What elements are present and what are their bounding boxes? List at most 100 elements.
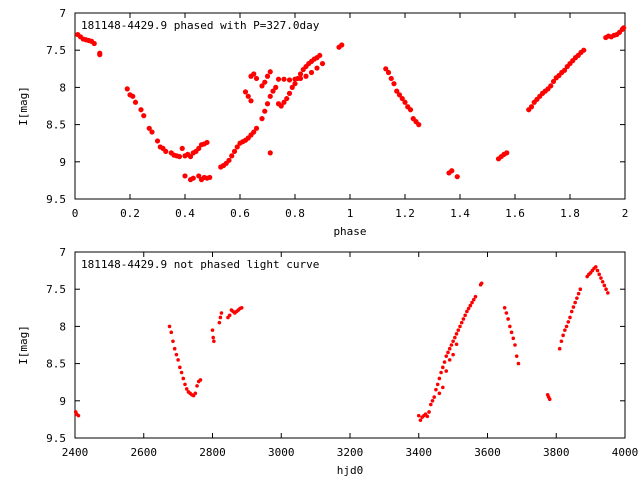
data-point (198, 378, 203, 382)
data-point (270, 88, 276, 94)
data-point (253, 125, 260, 131)
data-point (286, 77, 293, 83)
data-point (281, 76, 287, 82)
data-point (427, 410, 431, 414)
axes: 2400 2600 2800 3000 3200 3400 3600 3800 4000 7 7.5… (46, 246, 638, 459)
x-tick-label: 3800 (543, 446, 570, 459)
data-point (444, 369, 449, 373)
x-tick-label: 3200 (337, 446, 364, 459)
chart-title: 181148-4429.9 not phased light curve (81, 258, 319, 271)
data-point (548, 83, 554, 89)
data-point (146, 125, 152, 131)
data-point (576, 291, 581, 296)
unphased-light-curve-panel: 181148-4429.9 not phased light curve hjd… (17, 246, 638, 477)
data-point (195, 384, 199, 388)
data-point (449, 343, 454, 347)
data-point (226, 157, 232, 163)
data-point (479, 281, 484, 286)
chart-title: 181148-4429.9 phased with P=327.0day (81, 19, 320, 32)
data-point (292, 81, 298, 87)
data-point (566, 320, 571, 324)
data-point (212, 339, 216, 344)
data-point (297, 71, 304, 77)
data-point (267, 69, 273, 75)
data-point (396, 92, 403, 98)
data-point (278, 103, 284, 109)
data-point (394, 88, 400, 94)
phased-light-curve-panel: 181148-4429.9 phased with P=327.0day pha… (17, 7, 628, 238)
data-point (504, 150, 510, 156)
data-point (239, 306, 244, 310)
data-point (193, 391, 198, 396)
data-point (418, 418, 423, 422)
y-tick-label: 8.5 (46, 119, 66, 132)
data-point (550, 78, 557, 85)
data-point (314, 65, 320, 71)
data-point (454, 342, 459, 347)
data-point (430, 399, 435, 403)
axes: 0 0.2 0.4 0.6 0.8 1 1.2 1.4 1.6 1.8 2 7 7.5 8 8.5 9 9.5 (46, 7, 628, 220)
x-tick-label: 4000 (612, 446, 639, 459)
data-point (547, 397, 552, 402)
data-point (297, 75, 304, 82)
data-point (251, 71, 257, 77)
data-point (447, 346, 452, 351)
data-point (262, 79, 268, 85)
y-tick-label: 8 (59, 81, 66, 94)
data-point (508, 324, 512, 329)
x-tick-label: 2800 (199, 446, 226, 459)
data-point (171, 339, 175, 344)
data-point (451, 339, 455, 344)
data-point (176, 153, 183, 160)
data-point (602, 283, 607, 288)
data-point (425, 414, 430, 419)
data-point (416, 122, 422, 128)
data-point (557, 346, 562, 351)
data-point (442, 360, 447, 364)
data-point (458, 324, 462, 329)
y-tick-label: 7 (59, 246, 66, 259)
x-tick-label: 1.8 (560, 207, 580, 220)
data-point (267, 93, 273, 99)
data-point (207, 174, 213, 181)
data-point (141, 113, 147, 119)
data-point (262, 108, 268, 114)
x-tick-label: 2 (622, 207, 629, 220)
data-point (459, 320, 464, 325)
data-point (471, 297, 476, 302)
data-point (437, 391, 442, 396)
data-point (466, 306, 471, 311)
data-point (259, 116, 265, 122)
data-point (251, 129, 257, 135)
data-point (196, 145, 202, 152)
data-points (75, 25, 627, 183)
data-point (454, 332, 459, 336)
data-point (447, 358, 452, 362)
data-point (473, 294, 478, 299)
data-point (575, 296, 579, 300)
x-tick-label: 1.2 (395, 207, 415, 220)
data-point (506, 317, 510, 321)
data-point (463, 313, 467, 318)
data-point (604, 287, 608, 292)
data-point (600, 279, 605, 284)
data-point (204, 139, 210, 146)
data-point (218, 315, 223, 320)
data-point (416, 413, 421, 418)
data-point (621, 25, 627, 31)
y-axis-label: I[mag] (17, 325, 30, 365)
data-point (468, 303, 473, 308)
y-tick-label: 9.5 (46, 193, 66, 206)
data-point (569, 309, 574, 314)
data-point (182, 173, 188, 179)
data-point (264, 73, 271, 79)
x-tick-label: 2400 (62, 446, 89, 459)
data-point (465, 309, 469, 314)
data-point (132, 99, 139, 105)
data-point (178, 365, 182, 370)
data-point (267, 150, 273, 156)
y-tick-label: 9 (59, 156, 66, 169)
data-point (273, 84, 279, 90)
data-point (578, 287, 583, 292)
